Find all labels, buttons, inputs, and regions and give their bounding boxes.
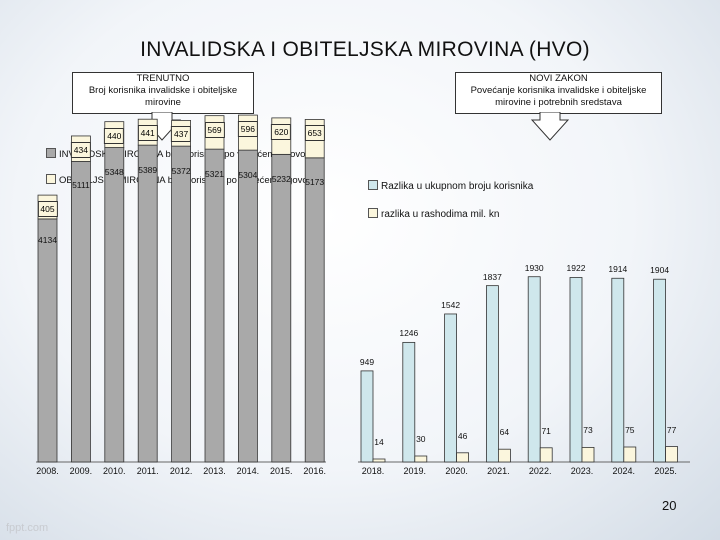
rashodi-bar [372,458,386,463]
invalidska-value-label: 5321 [205,168,224,179]
rashodi-value-label: 73 [583,425,593,436]
chart1-year-label: 2009. [69,466,93,476]
chart1-year-label: 2013. [203,466,226,476]
rashodi-bar [581,446,595,463]
razlika-bar [527,276,541,463]
chart1-year-label: 2015. [270,466,293,476]
legend-razlika-label: Razlika u ukupnom broju korisnika [381,181,534,192]
obiteljska-value-label: 405 [37,201,58,218]
legend-invalidska-swatch [46,148,56,158]
invalidska-bar [71,161,91,463]
rashodi-value-label: 46 [457,430,468,441]
razlika-value-label: 1930 [524,262,544,273]
chart1-year-label: 2014. [236,466,260,476]
invalidska-value-label: 5304 [238,169,258,180]
callout-new-law-heading: NOVI ZAKON [529,73,588,84]
chart2-year-label: 2019. [403,466,427,476]
legend-rashodi-swatch [368,208,378,218]
obiteljska-value-label: 653 [304,125,325,142]
callout-new-law-line2: mirovine i potrebnih sredstava [495,97,622,108]
obiteljska-value-label: 441 [137,125,158,142]
page-number: 20 [662,498,677,513]
razlika-value-label: 1922 [566,263,586,274]
chart2-year-label: 2018. [361,466,385,476]
chart2-year-label: 2025. [654,466,677,476]
legend-obiteljska-swatch [46,174,56,184]
invalidska-bar [237,149,258,463]
slide-title: INVALIDSKA I OBITELJSKA MIROVINA (HVO) [140,38,590,61]
rashodi-value-label: 64 [499,427,510,438]
invalidska-bar [304,157,325,463]
callout-current-heading: TRENUTNO [136,73,190,84]
chart1-year-label: 2016. [303,466,326,476]
callout-current-line1: Broj korisnika invalidske i obiteljske [88,85,238,96]
chart2-year-label: 2022. [528,466,552,476]
chart1-year-label: 2010. [103,466,126,476]
chart1-year-label: 2008. [36,466,59,476]
legend-rashodi: razlika u rashodima mil. kn [368,208,499,220]
obiteljska-value-label: 620 [271,123,292,140]
razlika-bar [444,313,458,463]
invalidska-value-label: 5173 [305,177,325,188]
chart2-year-label: 2021. [487,466,510,476]
invalidska-value-label: 5372 [171,165,191,176]
obiteljska-value-label: 437 [171,126,192,143]
chart2-year-label: 2024. [612,466,636,476]
legend-razlika: Razlika u ukupnom broju korisnika [368,180,533,192]
rashodi-bar [414,455,428,463]
razlika-bar [653,278,666,463]
invalidska-bar [204,148,225,463]
invalidska-value-label: 5389 [138,164,158,175]
rashodi-value-label: 14 [374,437,384,447]
obiteljska-value-label: 434 [70,141,91,158]
razlika-bar [485,285,499,463]
rashodi-value-label: 77 [666,424,677,435]
razlika-bar [402,341,416,463]
chart1-year-label: 2012. [169,466,193,476]
chart1-year-label: 2011. [136,466,159,476]
razlika-bar [360,370,374,463]
razlika-value-label: 1837 [482,271,502,282]
rashodi-value-label: 71 [541,425,551,436]
invalidska-value-label: 4134 [38,235,57,246]
invalidska-value-label: 5111 [72,180,90,191]
invalidska-bar [171,145,192,463]
razlika-value-label: 1904 [650,265,670,276]
obiteljska-value-label: 569 [204,121,225,138]
invalidska-value-label: 5232 [271,173,291,184]
callout-new-law-arrow-icon [530,112,570,141]
rashodi-bar [623,446,637,463]
invalidska-bar [104,147,125,463]
callout-current-line2: mirovine [145,97,181,108]
chart2-year-label: 2023. [570,466,594,476]
rashodi-value-label: 30 [416,434,426,444]
legend-razlika-swatch [368,180,378,190]
legend-rashodi-label: razlika u rashodima mil. kn [381,209,500,220]
razlika-value-label: 1542 [441,299,461,310]
invalidska-value-label: 5348 [104,167,124,178]
rashodi-value-label: 75 [625,425,635,435]
invalidska-bar [37,218,58,463]
chart2-year-label: 2020. [445,466,468,476]
razlika-value-label: 1246 [399,328,419,339]
razlika-value-label: 1914 [608,264,628,275]
razlika-value-label: 949 [359,356,375,367]
rashodi-bar [497,448,511,463]
invalidska-bar [271,153,292,463]
obiteljska-value-label: 440 [104,127,125,144]
razlika-bar [569,277,583,463]
rashodi-bar [456,452,470,463]
obiteljska-value-label: 596 [237,121,258,138]
invalidska-bar [137,144,158,463]
watermark: fppt.com [6,522,49,534]
rashodi-bar [665,446,678,463]
razlika-bar [611,277,625,463]
rashodi-bar [539,447,553,463]
callout-new-law-line1: Povećanje korisnika invalidske i obitelj… [470,85,647,96]
